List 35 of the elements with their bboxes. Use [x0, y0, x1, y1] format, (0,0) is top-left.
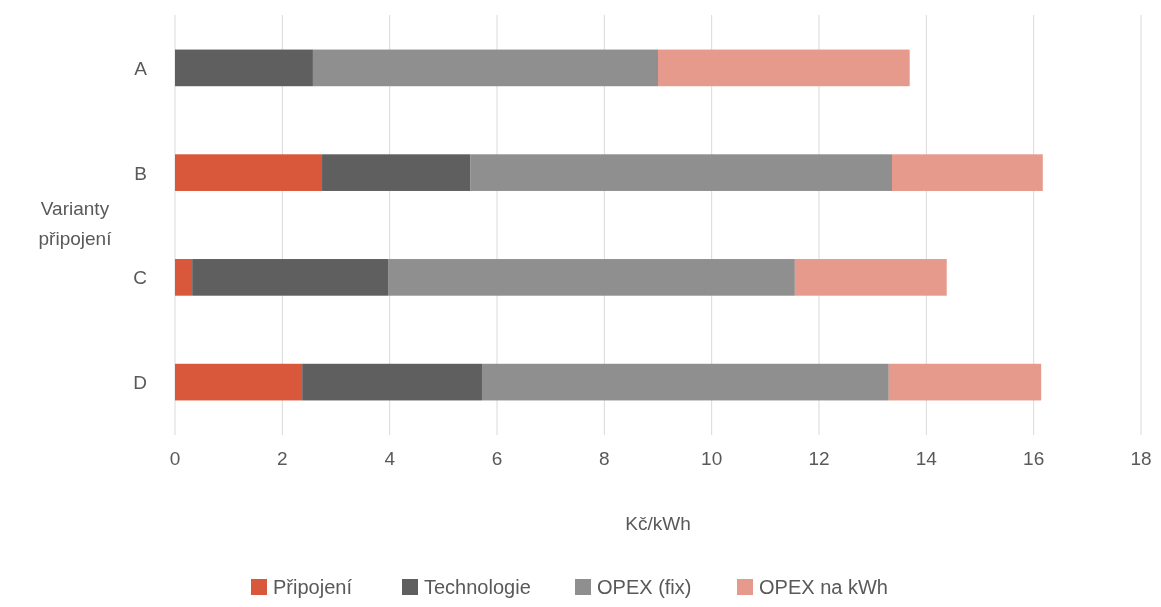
bar [312, 49, 658, 87]
bar [388, 259, 795, 296]
bar [794, 259, 947, 296]
legend-label: Technologie [424, 576, 531, 598]
x-tick-label: 2 [277, 448, 288, 469]
x-tick-label: 6 [491, 448, 503, 469]
x-tick-label: 16 [1023, 448, 1045, 469]
y-axis-title: Varianty připojení [38, 198, 113, 249]
bar [175, 259, 193, 296]
bar [891, 154, 1043, 191]
legend-label: OPEX (fix) [597, 576, 692, 598]
bar [888, 363, 1042, 401]
bar [302, 363, 482, 401]
y-tick-label: D [133, 372, 147, 394]
bar [658, 49, 910, 87]
x-tick-label: 14 [915, 448, 938, 469]
legend-label: OPEX na kWh [759, 576, 888, 598]
bar [175, 363, 303, 401]
x-axis-title: Kč/kWh [625, 513, 691, 534]
x-tick-label: 8 [599, 448, 610, 469]
x-tick-label: 0 [169, 448, 181, 469]
x-tick-label: 4 [384, 448, 396, 469]
bar [192, 259, 389, 296]
y-tick-label: C [133, 267, 147, 289]
bar [481, 363, 889, 401]
y-tick-label: B [134, 162, 147, 184]
x-tick-label: 12 [808, 448, 830, 469]
bar [470, 154, 892, 191]
bar [175, 154, 323, 191]
y-tick-label: A [134, 57, 148, 79]
x-tick-label: 18 [1130, 448, 1152, 469]
legend-label: Připojení [273, 576, 353, 598]
x-tick-label: 10 [701, 448, 723, 469]
bar [175, 49, 313, 87]
bar [322, 154, 471, 191]
